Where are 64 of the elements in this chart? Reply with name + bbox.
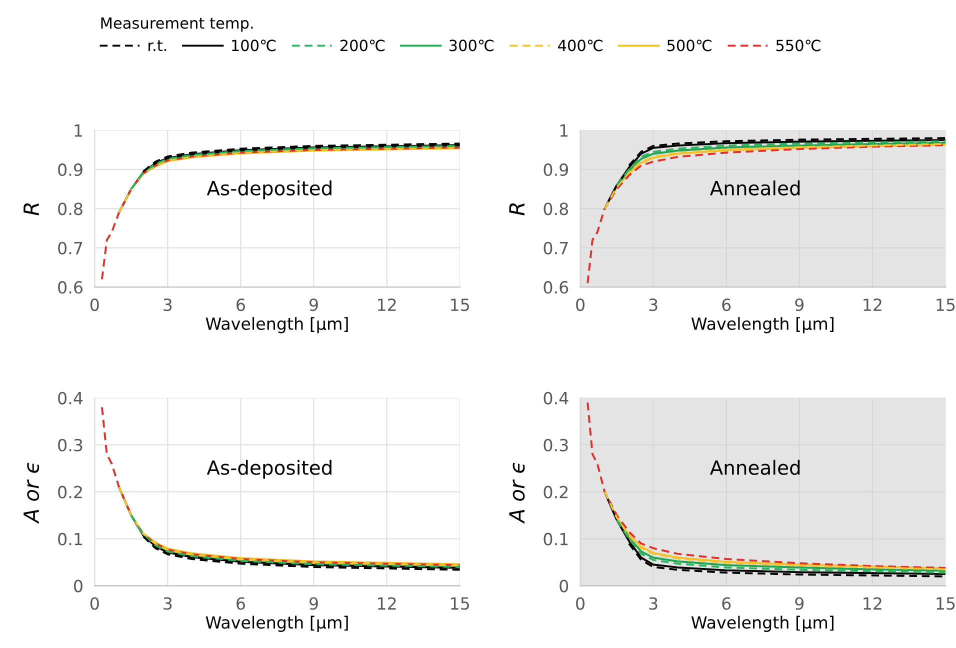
y-tick-label: 0.3 bbox=[58, 438, 82, 452]
x-tick-label: 9 bbox=[795, 298, 804, 312]
x-tick-label: 6 bbox=[722, 298, 731, 312]
x-tick-label: 0 bbox=[90, 597, 99, 610]
y-tick-label: 0.1 bbox=[544, 532, 568, 546]
x-tick-label: 6 bbox=[722, 597, 731, 610]
x-axis-title: Wavelength [μm] bbox=[206, 616, 348, 632]
y-tick-label: 0.2 bbox=[544, 486, 568, 498]
x-tick-label: 15 bbox=[936, 597, 955, 610]
x-tick-label: 6 bbox=[236, 597, 245, 610]
x-tick-label: 0 bbox=[90, 298, 99, 312]
annotation: Annealed bbox=[710, 460, 800, 475]
legend-title: Measurement temp. bbox=[101, 17, 253, 32]
x-tick-label: 15 bbox=[451, 597, 469, 610]
y-axis-title: R bbox=[509, 203, 524, 216]
y-tick-label: 0 bbox=[560, 580, 568, 592]
x-tick-label: 12 bbox=[864, 298, 882, 311]
x-tick-label: 12 bbox=[864, 597, 882, 610]
y-tick-label: 0.7 bbox=[544, 242, 568, 254]
y-axis-title: R bbox=[24, 203, 39, 216]
x-tick-label: 9 bbox=[310, 597, 318, 610]
y-tick-label: 0.1 bbox=[58, 532, 82, 546]
x-tick-label: 3 bbox=[649, 298, 658, 312]
y-tick-label: 0.3 bbox=[544, 438, 568, 452]
x-tick-label: 6 bbox=[236, 298, 245, 312]
x-tick-label: 3 bbox=[164, 298, 172, 312]
x-tick-label: 3 bbox=[164, 597, 172, 610]
y-tick-label: 1 bbox=[74, 124, 82, 137]
x-axis-title: Wavelength [μm] bbox=[691, 616, 834, 632]
x-tick-label: 9 bbox=[795, 597, 804, 610]
annotation: Annealed bbox=[710, 180, 800, 196]
y-tick-label: 1 bbox=[560, 124, 568, 137]
x-tick-label: 0 bbox=[576, 597, 584, 610]
annotation: As-deposited bbox=[206, 180, 332, 200]
x-tick-label: 15 bbox=[936, 298, 955, 312]
legend-label: 100℃ bbox=[232, 40, 276, 52]
y-tick-label: 0.2 bbox=[58, 486, 82, 498]
y-tick-label: 0.6 bbox=[544, 281, 568, 294]
y-tick-label: 0.9 bbox=[544, 163, 568, 176]
y-tick-label: 0.8 bbox=[58, 202, 82, 216]
legend-label: r.t. bbox=[148, 40, 166, 52]
legend-label: 200℃ bbox=[340, 40, 385, 52]
legend-label: 300℃ bbox=[449, 40, 494, 52]
x-tick-label: 0 bbox=[576, 298, 584, 312]
y-tick-label: 0.6 bbox=[58, 281, 82, 294]
y-tick-label: 0 bbox=[74, 580, 82, 592]
y-tick-label: 0.4 bbox=[544, 392, 568, 404]
x-tick-label: 15 bbox=[451, 298, 469, 312]
legend-label: 500℃ bbox=[667, 40, 712, 52]
legend-label: 400℃ bbox=[558, 40, 602, 52]
x-axis-title: Wavelength [μm] bbox=[691, 317, 834, 334]
x-axis-title: Wavelength [μm] bbox=[206, 317, 348, 334]
x-tick-label: 12 bbox=[378, 597, 396, 610]
y-axis-title: A or ϵ bbox=[509, 462, 525, 524]
y-tick-label: 0.7 bbox=[58, 242, 82, 254]
y-tick-label: 0.8 bbox=[544, 202, 568, 216]
annotation: As-deposited bbox=[206, 460, 332, 479]
y-axis-title: A or ϵ bbox=[24, 462, 40, 524]
x-tick-label: 12 bbox=[378, 298, 396, 311]
x-tick-label: 9 bbox=[310, 298, 318, 312]
x-tick-label: 3 bbox=[649, 597, 658, 610]
y-tick-label: 0.9 bbox=[58, 163, 82, 176]
legend-label: 550℃ bbox=[776, 40, 820, 52]
y-tick-label: 0.4 bbox=[58, 392, 83, 404]
